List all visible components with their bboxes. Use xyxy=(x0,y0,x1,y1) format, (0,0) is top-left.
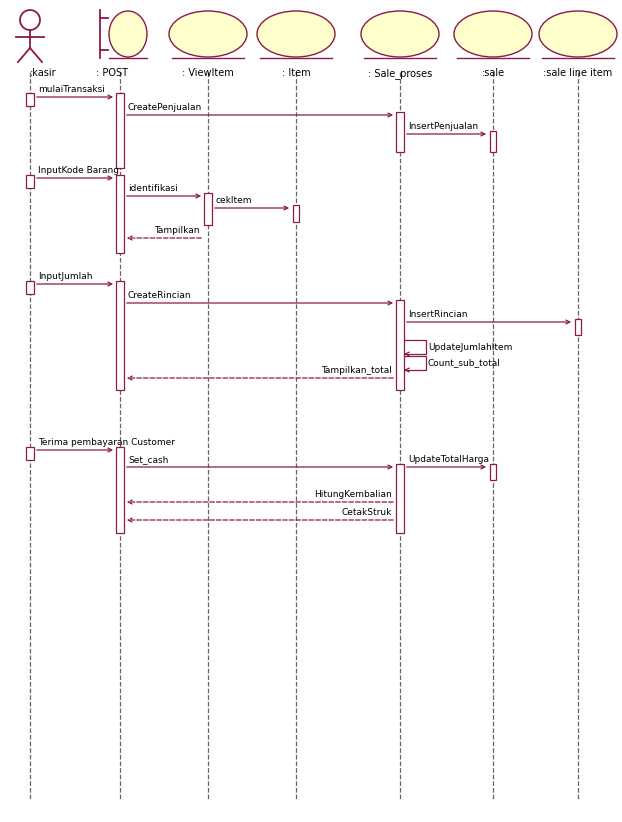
Text: Tampilkan_total: Tampilkan_total xyxy=(321,366,392,375)
Text: HitungKembalian: HitungKembalian xyxy=(314,490,392,499)
Text: :sale: :sale xyxy=(481,68,504,78)
Text: CetakStruk: CetakStruk xyxy=(341,508,392,517)
Ellipse shape xyxy=(109,11,147,57)
Text: Tampilkan: Tampilkan xyxy=(154,226,200,235)
Text: Terima pembayaran Customer: Terima pembayaran Customer xyxy=(38,438,175,447)
Text: CreatePenjualan: CreatePenjualan xyxy=(128,103,202,112)
Bar xyxy=(293,205,299,222)
Bar xyxy=(26,175,34,188)
Bar xyxy=(116,175,124,253)
Bar xyxy=(26,93,34,106)
Ellipse shape xyxy=(361,11,439,57)
Text: CreateRincian: CreateRincian xyxy=(128,291,192,300)
Text: mulaiTransaksi: mulaiTransaksi xyxy=(38,85,105,94)
Text: : POST: : POST xyxy=(96,68,128,78)
Text: : Sale_proses: : Sale_proses xyxy=(368,68,432,79)
Text: cekItem: cekItem xyxy=(216,196,253,205)
Ellipse shape xyxy=(539,11,617,57)
Bar xyxy=(490,464,496,480)
Text: Set_cash: Set_cash xyxy=(128,455,169,464)
Ellipse shape xyxy=(257,11,335,57)
Text: InputKode Barang: InputKode Barang xyxy=(38,166,119,175)
Bar xyxy=(396,464,404,533)
Text: : ViewItem: : ViewItem xyxy=(182,68,234,78)
Bar xyxy=(116,281,124,390)
Text: UpdateJumlahItem: UpdateJumlahItem xyxy=(428,343,513,352)
Text: InputJumlah: InputJumlah xyxy=(38,272,93,281)
Text: InsertPenjualan: InsertPenjualan xyxy=(408,122,478,131)
Bar xyxy=(490,131,496,152)
Bar xyxy=(396,300,404,390)
Bar xyxy=(396,112,404,152)
Bar xyxy=(116,447,124,533)
Text: UpdateTotalHarga: UpdateTotalHarga xyxy=(408,455,489,464)
Text: Count_sub_total: Count_sub_total xyxy=(428,358,501,367)
Bar xyxy=(26,281,34,294)
Bar xyxy=(116,93,124,168)
Bar xyxy=(575,319,581,335)
Ellipse shape xyxy=(454,11,532,57)
Text: :kasir: :kasir xyxy=(30,68,57,78)
Ellipse shape xyxy=(169,11,247,57)
Bar xyxy=(204,193,212,225)
Text: :sale line item: :sale line item xyxy=(544,68,613,78)
Bar xyxy=(26,447,34,460)
Text: InsertRincian: InsertRincian xyxy=(408,310,468,319)
Text: : Item: : Item xyxy=(282,68,310,78)
Text: identifikasi: identifikasi xyxy=(128,184,178,193)
